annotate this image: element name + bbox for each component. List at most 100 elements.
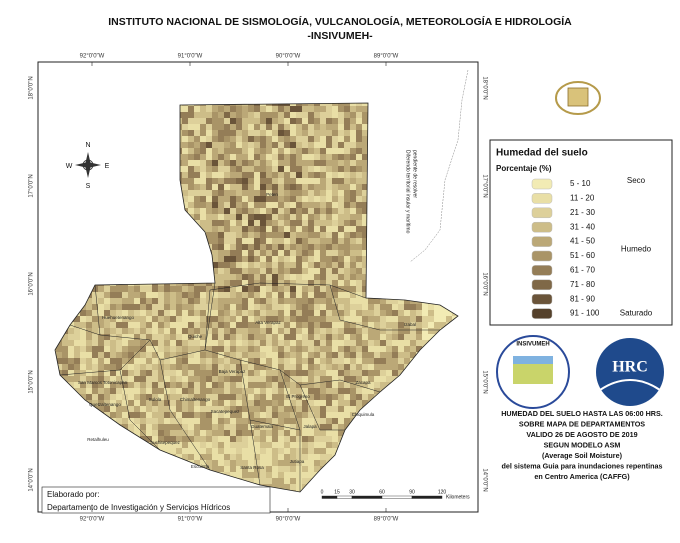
raster-cell <box>356 196 362 202</box>
raster-cell <box>224 118 230 124</box>
raster-cell <box>242 316 248 322</box>
raster-cell <box>272 388 278 394</box>
raster-cell <box>200 406 206 412</box>
raster-cell <box>284 358 290 364</box>
raster-cell <box>212 304 218 310</box>
raster-cell <box>326 376 332 382</box>
raster-cell <box>134 322 140 328</box>
raster-cell <box>134 346 140 352</box>
raster-cell <box>110 370 116 376</box>
raster-cell <box>314 172 320 178</box>
raster-cell <box>188 346 194 352</box>
raster-cell <box>356 400 362 406</box>
raster-cell <box>242 166 248 172</box>
raster-cell <box>230 322 236 328</box>
raster-cell <box>86 388 92 394</box>
raster-cell <box>284 160 290 166</box>
raster-cell <box>296 484 302 490</box>
raster-cell <box>80 328 86 334</box>
raster-cell <box>212 382 218 388</box>
raster-cell <box>368 358 374 364</box>
raster-cell <box>140 310 146 316</box>
raster-cell <box>326 298 332 304</box>
raster-cell <box>314 466 320 472</box>
raster-cell <box>164 316 170 322</box>
raster-cell <box>176 424 182 430</box>
raster-cell <box>254 202 260 208</box>
department-label: Solola <box>149 397 162 402</box>
raster-cell <box>344 274 350 280</box>
raster-cell <box>134 316 140 322</box>
raster-cell <box>86 358 92 364</box>
raster-cell <box>314 304 320 310</box>
raster-cell <box>308 334 314 340</box>
department-label: Zacapa <box>355 380 371 385</box>
raster-cell <box>296 358 302 364</box>
raster-cell <box>188 442 194 448</box>
raster-cell <box>350 154 356 160</box>
raster-cell <box>326 214 332 220</box>
raster-cell <box>314 184 320 190</box>
raster-cell <box>272 220 278 226</box>
raster-cell <box>218 322 224 328</box>
raster-cell <box>338 124 344 130</box>
raster-cell <box>392 340 398 346</box>
raster-cell <box>62 370 68 376</box>
raster-cell <box>350 208 356 214</box>
raster-cell <box>302 478 308 484</box>
raster-cell <box>320 328 326 334</box>
raster-cell <box>62 352 68 358</box>
raster-cell <box>92 310 98 316</box>
raster-cell <box>296 130 302 136</box>
raster-cell <box>188 304 194 310</box>
scale-segment <box>351 495 383 499</box>
raster-cell <box>356 118 362 124</box>
raster-cell <box>212 388 218 394</box>
raster-cell <box>374 334 380 340</box>
raster-cell <box>296 220 302 226</box>
raster-cell <box>182 400 188 406</box>
raster-cell <box>212 466 218 472</box>
raster-cell <box>326 202 332 208</box>
raster-cell <box>182 154 188 160</box>
raster-cell <box>206 130 212 136</box>
raster-cell <box>344 334 350 340</box>
raster-cell <box>356 262 362 268</box>
raster-cell <box>428 304 434 310</box>
raster-cell <box>290 310 296 316</box>
raster-cell <box>212 346 218 352</box>
raster-cell <box>314 388 320 394</box>
raster-cell <box>290 316 296 322</box>
raster-cell <box>272 250 278 256</box>
department-label: Chiquimula <box>352 412 375 417</box>
raster-cell <box>146 430 152 436</box>
raster-cell <box>350 328 356 334</box>
raster-cell <box>200 334 206 340</box>
raster-cell <box>266 262 272 268</box>
raster-cell <box>224 328 230 334</box>
raster-cell <box>326 382 332 388</box>
raster-cell <box>326 250 332 256</box>
raster-cell <box>314 112 320 118</box>
raster-cell <box>302 184 308 190</box>
raster-cell <box>146 394 152 400</box>
raster-cell <box>368 382 374 388</box>
raster-cell <box>284 334 290 340</box>
raster-cell <box>140 340 146 346</box>
raster-cell <box>386 328 392 334</box>
raster-cell <box>356 214 362 220</box>
raster-cell <box>278 286 284 292</box>
raster-cell <box>218 376 224 382</box>
raster-cell <box>212 424 218 430</box>
raster-cell <box>206 442 212 448</box>
raster-cell <box>308 196 314 202</box>
raster-cell <box>338 196 344 202</box>
raster-cell <box>326 190 332 196</box>
raster-cell <box>362 130 368 136</box>
raster-cell <box>278 430 284 436</box>
raster-cell <box>308 388 314 394</box>
raster-cell <box>278 472 284 478</box>
raster-cell <box>326 154 332 160</box>
raster-cell <box>248 304 254 310</box>
raster-cell <box>344 196 350 202</box>
